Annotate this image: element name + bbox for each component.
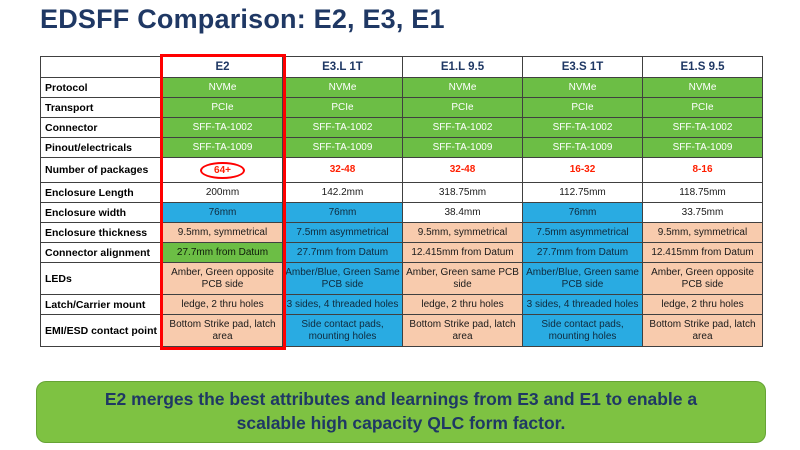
- table-row: Protocol NVMe NVMe NVMe NVMe NVMe: [40, 77, 763, 98]
- table-row: Connector alignment 27.7mm from Datum 27.7…: [40, 242, 763, 263]
- table-cell: 318.75mm: [402, 182, 523, 203]
- table-cell: Amber, Green opposite PCB side: [642, 262, 763, 295]
- row-label: Protocol: [40, 77, 163, 98]
- table-cell: SFF-TA-1009: [402, 137, 523, 158]
- table-cell: 32-48: [282, 157, 403, 183]
- table-cell: 76mm: [522, 202, 643, 223]
- table-cell: ledge, 2 thru holes: [642, 294, 763, 315]
- table-cell: SFF-TA-1009: [162, 137, 283, 158]
- table-cell: 38.4mm: [402, 202, 523, 223]
- table-cell: 12.415mm from Datum: [402, 242, 523, 263]
- table-cell: NVMe: [642, 77, 763, 98]
- table-cell: Amber/Blue, Green same PCB side: [522, 262, 643, 295]
- row-label: Enclosure Length: [40, 182, 163, 203]
- table-row: Enclosure width 76mm 76mm 38.4mm 76mm 33.75mm: [40, 202, 763, 223]
- table-cell: SFF-TA-1009: [282, 137, 403, 158]
- table-cell: SFF-TA-1002: [162, 117, 283, 138]
- table-row: Pinout/electricals SFF-TA-1009 SFF-TA-1009…: [40, 137, 763, 158]
- table-cell: ledge, 2 thru holes: [162, 294, 283, 315]
- summary-callout: E2 merges the best attributes and learni…: [36, 381, 766, 443]
- table-cell: 16-32: [522, 157, 643, 183]
- table-cell: 9.5mm, symmetrical: [402, 222, 523, 243]
- column-header-e1-l-9-5: E1.L 9.5: [402, 56, 523, 78]
- table-cell: ledge, 2 thru holes: [402, 294, 523, 315]
- row-label: Enclosure thickness: [40, 222, 163, 243]
- table-cell: 200mm: [162, 182, 283, 203]
- table-cell: 142.2mm: [282, 182, 403, 203]
- column-header-e3-l-1t: E3.L 1T: [282, 56, 403, 78]
- table-cell: PCIe: [282, 97, 403, 118]
- row-label: Latch/Carrier mount: [40, 294, 163, 315]
- table-cell: SFF-TA-1002: [402, 117, 523, 138]
- table-cell: Side contact pads, mounting holes: [522, 314, 643, 347]
- page-title: EDSFF Comparison: E2, E3, E1: [40, 4, 445, 34]
- table-cell: NVMe: [282, 77, 403, 98]
- table-row: Connector SFF-TA-1002 SFF-TA-1002 SFF-TA-10…: [40, 117, 763, 138]
- table-cell: 3 sides, 4 threaded holes: [282, 294, 403, 315]
- row-label: Number of packages: [40, 157, 163, 183]
- table-cell: Bottom Strike pad, latch area: [162, 314, 283, 347]
- table-cell: NVMe: [162, 77, 283, 98]
- table-row: EMI/ESD contact point Bottom Strike pad, …: [40, 314, 763, 347]
- table-cell: SFF-TA-1002: [522, 117, 643, 138]
- column-header-e3-s-1t: E3.S 1T: [522, 56, 643, 78]
- header-row: E2 E3.L 1T E1.L 9.5 E3.S 1T E1.S 9.5: [40, 56, 763, 78]
- table-cell: 9.5mm, symmetrical: [642, 222, 763, 243]
- column-header-e2: E2: [162, 56, 283, 78]
- table-cell: Amber, Green opposite PCB side: [162, 262, 283, 295]
- table-cell: PCIe: [642, 97, 763, 118]
- table-cell: 27.7mm from Datum: [282, 242, 403, 263]
- row-label: Connector: [40, 117, 163, 138]
- table-cell: Amber/Blue, Green Same PCB side: [282, 262, 403, 295]
- packages-highlight-ellipse: 64+: [200, 161, 245, 179]
- table-row: Number of packages 64+ 32-48 32-48 16-32 8-16: [40, 157, 763, 183]
- summary-text: E2 merges the best attributes and learni…: [104, 389, 698, 433]
- table-cell: 12.415mm from Datum: [642, 242, 763, 263]
- table-row: Latch/Carrier mount ledge, 2 thru holes 3 …: [40, 294, 763, 315]
- table-cell: 76mm: [162, 202, 283, 223]
- table-cell: 3 sides, 4 threaded holes: [522, 294, 643, 315]
- row-label: Pinout/electricals: [40, 137, 163, 158]
- table-cell: Bottom Strike pad, latch area: [402, 314, 523, 347]
- row-label: Transport: [40, 97, 163, 118]
- table-cell: 64+: [162, 157, 283, 183]
- table-cell: SFF-TA-1009: [642, 137, 763, 158]
- row-label: LEDs: [40, 262, 163, 295]
- table-cell: PCIe: [522, 97, 643, 118]
- table-cell: 7.5mm asymmetrical: [522, 222, 643, 243]
- table-cell: 76mm: [282, 202, 403, 223]
- row-label: Enclosure width: [40, 202, 163, 223]
- table-cell: SFF-TA-1002: [642, 117, 763, 138]
- table-cell: PCIe: [162, 97, 283, 118]
- row-label: EMI/ESD contact point: [40, 314, 163, 347]
- table-cell: 27.7mm from Datum: [522, 242, 643, 263]
- table-row: Enclosure thickness 9.5mm, symmetrical 7.5…: [40, 222, 763, 243]
- table-cell: Amber, Green same PCB side: [402, 262, 523, 295]
- table-cell: 32-48: [402, 157, 523, 183]
- table-cell: 33.75mm: [642, 202, 763, 223]
- table-cell: 118.75mm: [642, 182, 763, 203]
- table-cell: NVMe: [402, 77, 523, 98]
- table-cell: 8-16: [642, 157, 763, 183]
- table-row: Transport PCIe PCIe PCIe PCIe PCIe: [40, 97, 763, 118]
- table-cell: 112.75mm: [522, 182, 643, 203]
- table-cell: Side contact pads, mounting holes: [282, 314, 403, 347]
- column-header-e1-s-9-5: E1.S 9.5: [642, 56, 763, 78]
- table-cell: NVMe: [522, 77, 643, 98]
- table-cell: 27.7mm from Datum: [162, 242, 283, 263]
- table-cell: 7.5mm asymmetrical: [282, 222, 403, 243]
- table-cell: 9.5mm, symmetrical: [162, 222, 283, 243]
- table-row: LEDs Amber, Green opposite PCB side Amber/…: [40, 262, 763, 295]
- comparison-table: E2 E3.L 1T E1.L 9.5 E3.S 1T E1.S 9.5 Protoco…: [40, 56, 763, 347]
- table-row: Enclosure Length 200mm 142.2mm 318.75mm 112.…: [40, 182, 763, 203]
- table-cell: SFF-TA-1009: [522, 137, 643, 158]
- table-cell: Bottom Strike pad, latch area: [642, 314, 763, 347]
- corner-cell: [40, 56, 163, 78]
- row-label: Connector alignment: [40, 242, 163, 263]
- table-cell: PCIe: [402, 97, 523, 118]
- table-cell: SFF-TA-1002: [282, 117, 403, 138]
